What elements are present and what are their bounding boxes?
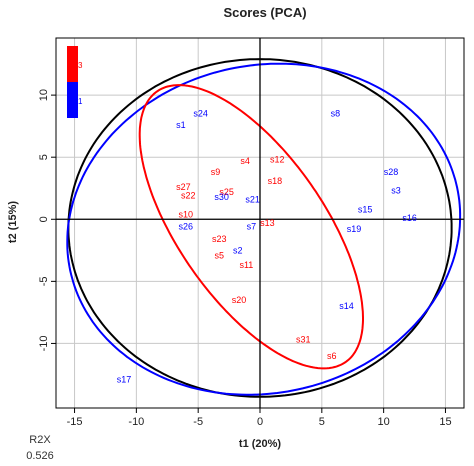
score-points: s4 s12 s9 s18 s27 s25 s22 s10 s13 s23 s5 s11 s20 s31 s… <box>117 109 417 385</box>
legend-label-3: 3 <box>78 61 83 70</box>
x-tick-label: -5 <box>193 416 203 428</box>
point-label-s5: s5 <box>214 250 224 260</box>
ellipse-group1 <box>66 62 462 396</box>
point-label-s14: s14 <box>339 301 354 311</box>
legend-swatch-3 <box>67 46 78 82</box>
point-label-s9: s9 <box>211 167 221 177</box>
point-label-s25: s25 <box>219 187 234 197</box>
point-label-s8: s8 <box>331 109 341 119</box>
x-tick-label: 5 <box>319 416 325 428</box>
point-label-s19: s19 <box>347 224 362 234</box>
zero-lines <box>56 38 464 408</box>
point-label-s18: s18 <box>268 176 283 186</box>
chart-title: Scores (PCA) <box>223 5 306 20</box>
x-axis-ticks: -15 -10 -5 0 5 10 15 <box>67 408 452 428</box>
x-axis-label: t1 (20%) <box>239 438 282 450</box>
point-label-s20: s20 <box>232 295 247 305</box>
legend: 31 <box>67 46 83 118</box>
point-label-s4: s4 <box>240 156 250 166</box>
point-label-s31: s31 <box>296 335 311 345</box>
point-label-s6: s6 <box>327 351 337 361</box>
point-label-s2: s2 <box>233 245 243 255</box>
confidence-ellipses <box>66 58 462 398</box>
point-label-s11: s11 <box>239 260 253 270</box>
legend-swatch-1 <box>67 82 78 118</box>
x-tick-label: 10 <box>378 416 390 428</box>
point-label-s17: s17 <box>117 374 132 384</box>
y-tick-label: 10 <box>38 89 50 101</box>
point-label-s1: s1 <box>176 120 186 130</box>
point-label-s12: s12 <box>270 155 285 165</box>
point-label-s24: s24 <box>193 109 208 119</box>
legend-label-1: 1 <box>78 97 83 106</box>
y-axis-ticks: -10 -5 0 5 10 <box>38 89 56 351</box>
point-label-s13: s13 <box>260 218 275 228</box>
point-label-s30: s30 <box>214 192 229 202</box>
point-label-s21: s21 <box>245 194 260 204</box>
y-tick-label: 5 <box>38 154 50 160</box>
x-tick-label: -15 <box>67 416 83 428</box>
point-label-s10: s10 <box>179 209 194 219</box>
point-label-s28: s28 <box>384 167 399 177</box>
x-tick-label: 0 <box>257 416 263 428</box>
x-tick-label: -10 <box>128 416 144 428</box>
point-label-s15: s15 <box>358 204 373 214</box>
point-label-s23: s23 <box>212 234 227 244</box>
ellipse-group3 <box>138 84 364 370</box>
y-axis-label: t2 (15%) <box>7 201 19 244</box>
point-label-s3: s3 <box>391 186 401 196</box>
r2x-label: R2X <box>29 434 51 446</box>
y-tick-label: -10 <box>38 335 50 351</box>
point-label-s22: s22 <box>181 191 196 201</box>
point-label-s7: s7 <box>247 222 257 232</box>
point-label-s26: s26 <box>179 222 194 232</box>
y-tick-label: -5 <box>38 276 50 286</box>
y-tick-label: 0 <box>38 216 50 222</box>
point-label-s16: s16 <box>402 213 417 223</box>
point-label-s27: s27 <box>176 182 191 192</box>
x-tick-label: 15 <box>439 416 451 428</box>
r2x-value: 0.526 <box>26 450 54 462</box>
